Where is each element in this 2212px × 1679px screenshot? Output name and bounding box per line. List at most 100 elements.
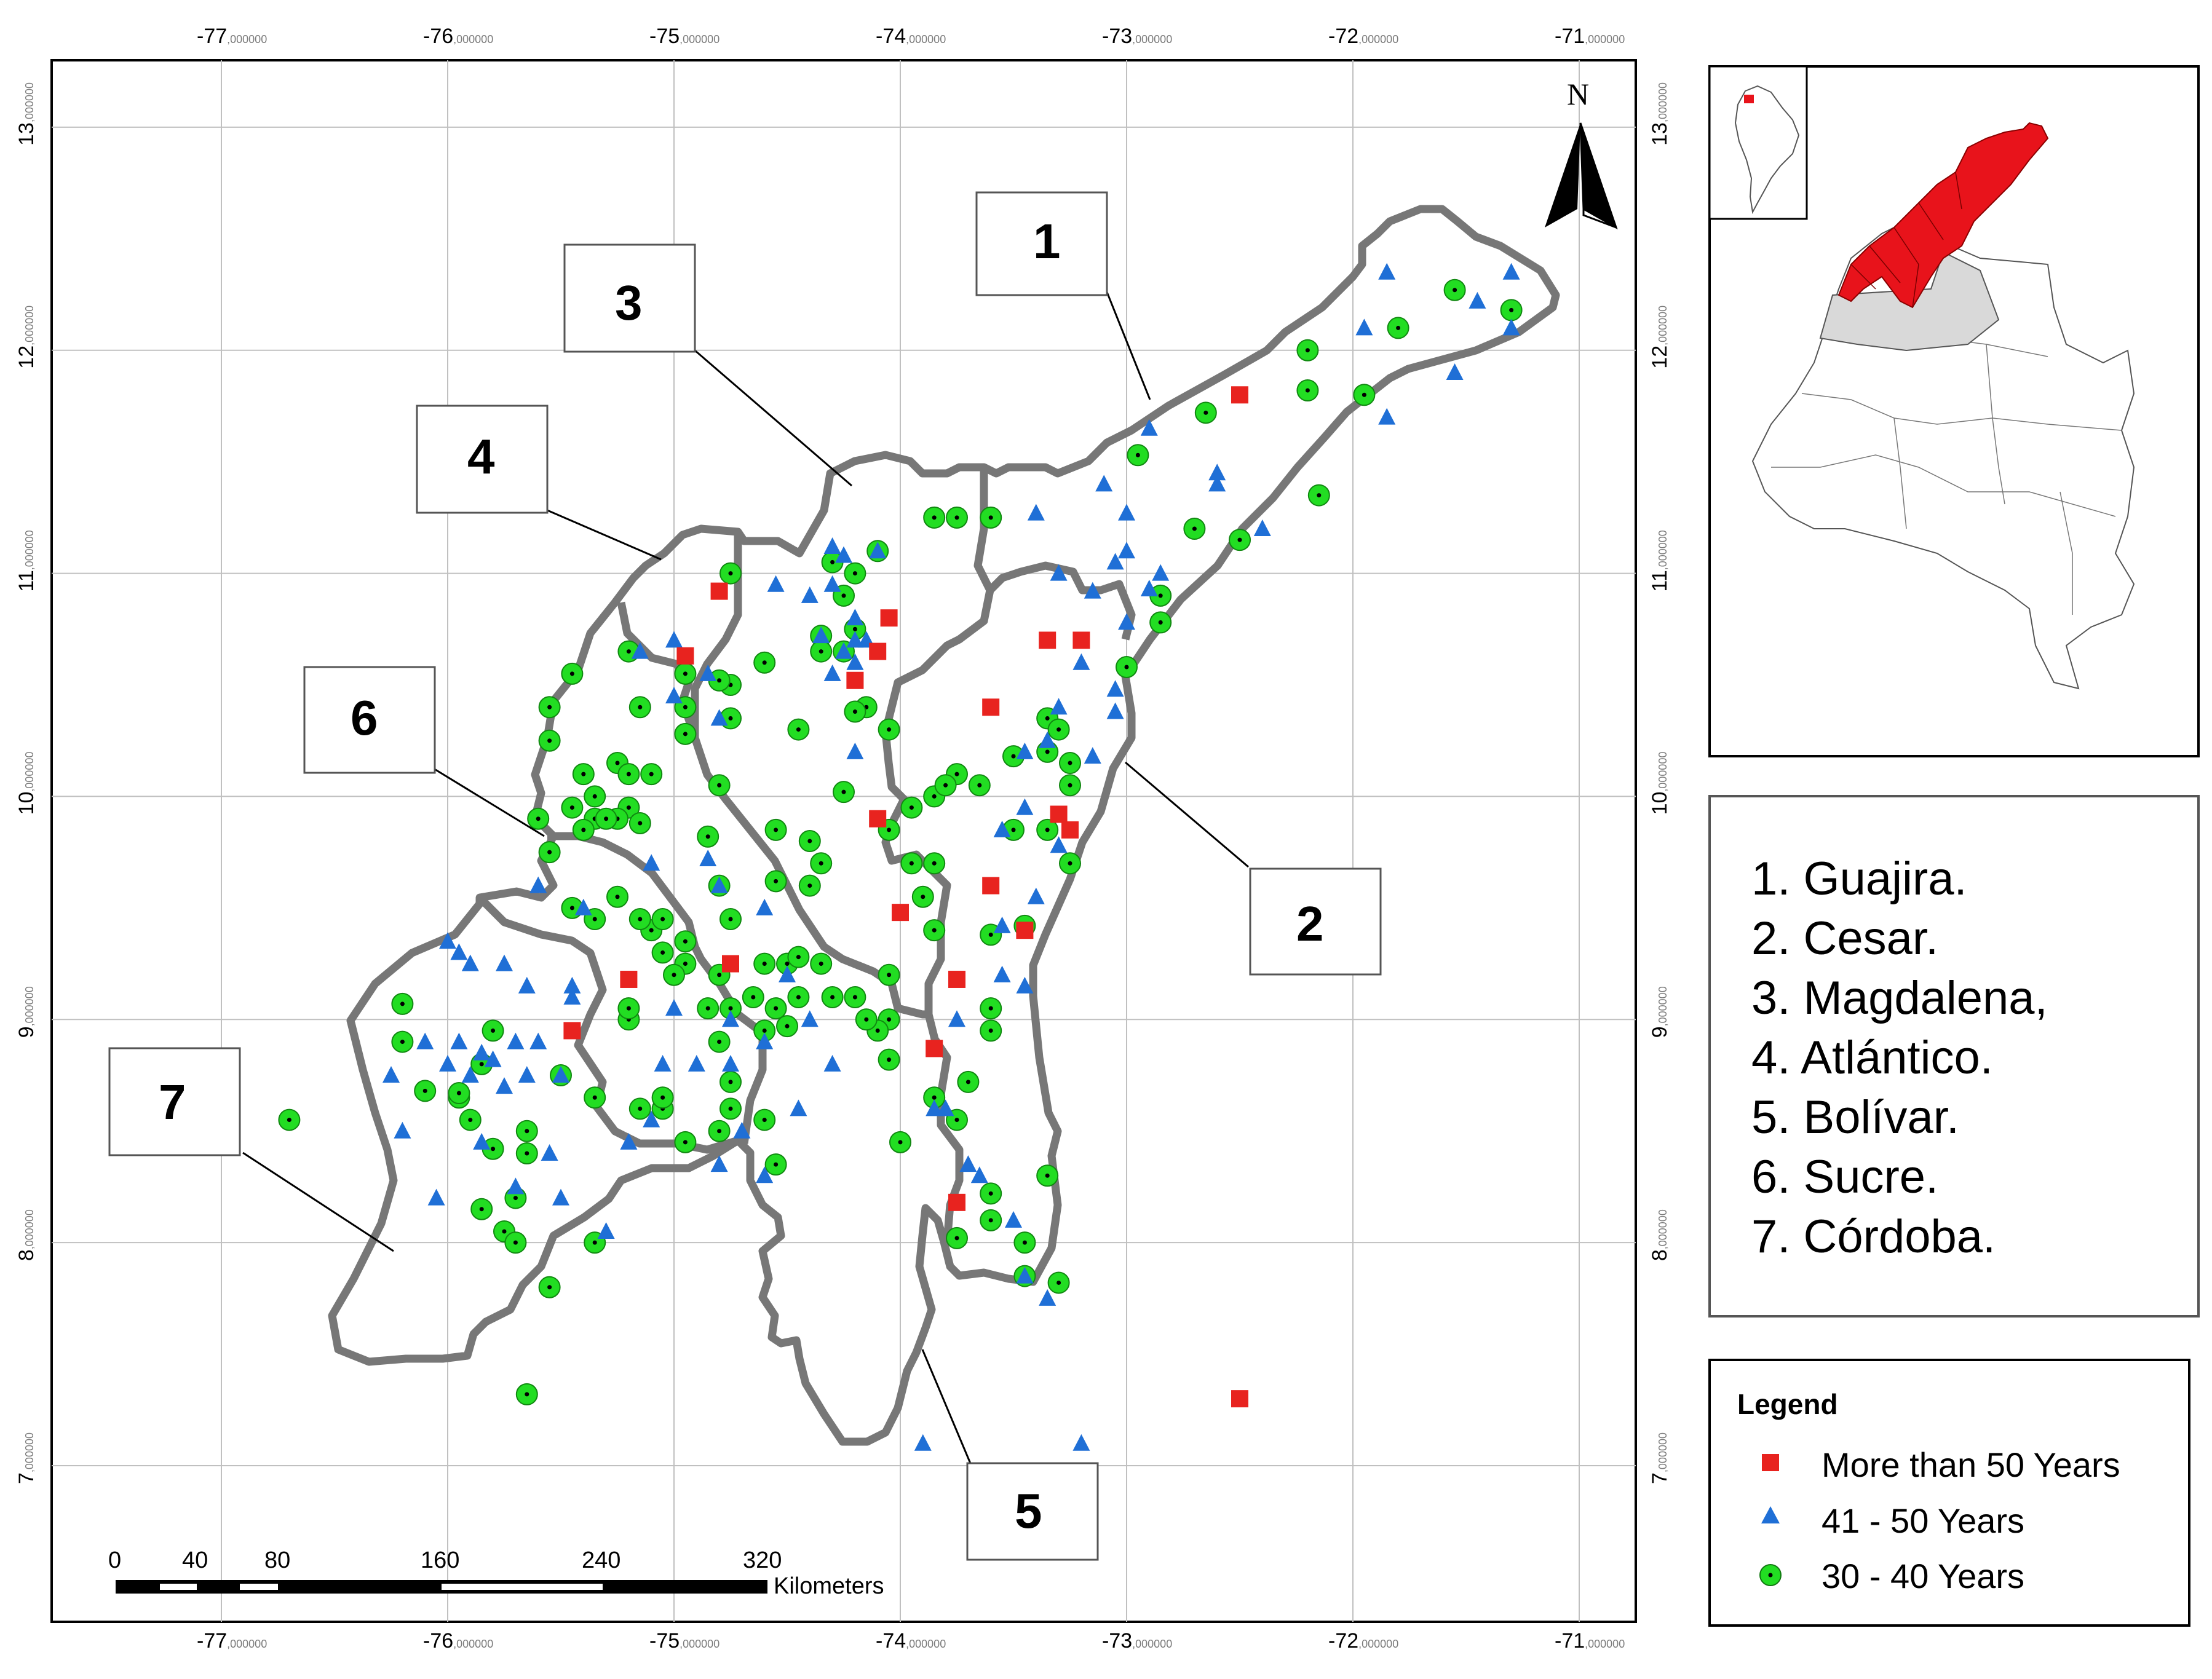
point-30-40-dot: [502, 1229, 507, 1234]
department-item-cordoba: 7. Córdoba.: [1751, 1211, 1996, 1263]
point-41-50: [1378, 408, 1396, 425]
point-41-50: [1446, 363, 1464, 380]
point-30-40-dot: [954, 515, 959, 520]
north-label: N: [1567, 77, 1589, 111]
point-30-40-dot: [683, 705, 688, 709]
lon-tick-label-bottom: -74,000000: [876, 1629, 946, 1653]
point-30-40-dot: [615, 895, 620, 899]
point-41-50: [1039, 731, 1056, 748]
point-41-50: [597, 1222, 615, 1239]
legend-frame: [1708, 1359, 2190, 1627]
point-more-than-50: [1231, 1390, 1248, 1408]
point-30-40-dot: [547, 1285, 552, 1290]
point-41-50: [926, 1099, 943, 1116]
point-30-40-dot: [400, 1040, 405, 1045]
callout-box-1: [975, 191, 1108, 296]
lat-tick-label-left: 12,000000: [15, 306, 38, 369]
point-41-50: [1140, 579, 1158, 596]
point-30-40-dot: [626, 805, 631, 810]
lat-tick-label-right: 10,000000: [1648, 752, 1671, 815]
point-30-40-dot: [479, 1207, 484, 1212]
point-30-40-dot: [932, 515, 937, 520]
point-30-40-dot: [988, 1028, 993, 1033]
point-41-50: [993, 916, 1011, 933]
main-map: 1 2 3 4 5 6 7 N: [15, 25, 1671, 1653]
point-41-50: [1118, 542, 1135, 559]
boundary-sucre-cordoba: [477, 895, 739, 1154]
lon-tick-label-bottom: -73,000000: [1102, 1629, 1172, 1653]
point-41-50: [439, 1054, 456, 1072]
point-30-40-dot: [1396, 325, 1401, 330]
points-more-than-50: [563, 386, 1248, 1408]
point-30-40-dot: [1124, 665, 1129, 670]
point-41-50: [1016, 798, 1034, 815]
lat-tick-label-right: 11,000000: [1648, 530, 1671, 591]
point-30-40-dot: [717, 1040, 722, 1045]
point-41-50: [643, 1110, 660, 1128]
point-30-40-dot: [932, 861, 937, 866]
point-30-40-dot: [1056, 727, 1061, 732]
scale-tick-240: 240: [582, 1547, 620, 1573]
point-41-50: [733, 1121, 751, 1139]
point-41-50: [1050, 564, 1068, 581]
callout-box-6: [303, 666, 436, 774]
scale-bar-segment: [442, 1584, 603, 1590]
callout-box-5: [966, 1462, 1099, 1561]
legend-item-more-than-50: More than 50 Years: [1822, 1445, 2120, 1484]
point-30-40-dot: [638, 1106, 643, 1111]
point-41-50: [1502, 263, 1520, 280]
point-more-than-50: [1039, 631, 1056, 649]
point-41-50: [1106, 680, 1124, 697]
point-30-40-dot: [638, 821, 643, 826]
point-30-40-dot: [626, 1006, 631, 1011]
point-41-50: [835, 546, 852, 563]
south-america-outline: [1734, 85, 1800, 215]
lat-tick-text: 7,000000: [1648, 1432, 1671, 1484]
region-label-3: 3: [615, 275, 643, 330]
point-30-40-dot: [1317, 493, 1322, 498]
region-callouts: 1 2 3 4 5 6 7: [108, 191, 1382, 1561]
region-label-6: 6: [351, 690, 378, 745]
point-41-50: [383, 1066, 400, 1083]
lat-tick-text: 12,000000: [1648, 306, 1671, 369]
point-30-40-dot: [762, 1028, 767, 1033]
point-30-40-dot: [626, 649, 631, 654]
point-30-40-dot: [728, 571, 733, 576]
point-30-40-dot: [581, 772, 586, 776]
point-41-50: [790, 1099, 807, 1116]
region-label-7: 7: [159, 1075, 186, 1129]
legend: Legend More than 50 Years 41 - 50 Years …: [1708, 1359, 2190, 1627]
lat-tick-label-right: 7,000000: [1648, 1432, 1671, 1484]
point-30-40-dot: [728, 1080, 733, 1084]
point-30-40-dot: [1158, 620, 1163, 625]
department-list-frame: [1708, 795, 2200, 1318]
leader-line-5: [921, 1349, 973, 1467]
lat-tick-text: 13,000000: [15, 82, 38, 146]
point-30-40-dot: [1068, 861, 1072, 866]
point-30-40-dot: [728, 1006, 733, 1011]
point-30-40-dot: [887, 828, 892, 832]
leader-line-6: [433, 767, 545, 837]
point-30-40-dot: [705, 1006, 710, 1011]
point-30-40-dot: [592, 917, 597, 922]
department-item-bolivar: 5. Bolívar.: [1751, 1091, 1959, 1144]
region-outer-boundary: [328, 205, 1560, 1446]
point-41-50: [1140, 419, 1158, 436]
lat-tick-label-left: 7,000000: [15, 1432, 38, 1484]
point-41-50: [993, 820, 1011, 837]
point-41-50: [1027, 504, 1045, 521]
point-30-40-dot: [774, 1162, 779, 1167]
point-30-40-dot: [717, 973, 722, 978]
point-more-than-50: [710, 582, 728, 600]
scale-unit: Kilometers: [774, 1573, 884, 1599]
point-30-40-dot: [954, 772, 959, 776]
point-41-50: [631, 642, 649, 659]
point-more-than-50: [846, 671, 864, 689]
point-30-40-dot: [705, 834, 710, 839]
leader-line-7: [242, 1152, 394, 1252]
legend-triangle-icon: [1761, 1506, 1780, 1523]
colombia-internal-lines: [1771, 338, 2122, 615]
point-41-50: [846, 631, 864, 648]
point-30-40-dot: [762, 1118, 767, 1123]
point-30-40-dot: [1045, 749, 1050, 754]
